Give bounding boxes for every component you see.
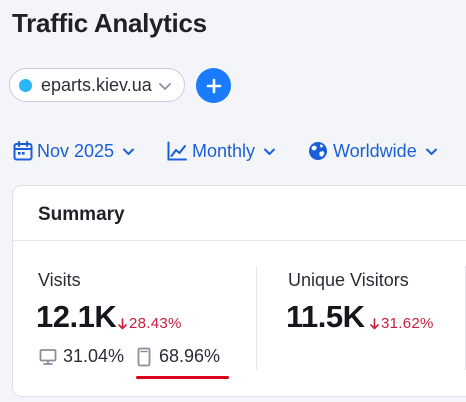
chevron-down-icon: [425, 148, 437, 155]
visits-mobile-share[interactable]: 68.96%: [137, 346, 220, 367]
arrow-down-icon: [370, 317, 379, 329]
unique-visitors-value: 11.5K: [286, 299, 365, 334]
visits-desktop-share[interactable]: 31.04%: [39, 346, 124, 367]
chevron-down-icon: [123, 148, 135, 155]
page-title: Traffic Analytics: [12, 8, 207, 38]
desktop-share-value: 31.04%: [63, 346, 125, 366]
calendar-icon: [13, 141, 33, 161]
chevron-down-icon: [264, 148, 276, 155]
region-filter-label: Worldwide: [333, 140, 417, 161]
globe-icon: [309, 142, 327, 160]
chevron-down-icon: [159, 83, 171, 90]
region-filter[interactable]: Worldwide: [307, 140, 438, 162]
summary-header: Summary: [13, 186, 466, 241]
mobile-icon: [137, 347, 151, 366]
metric-divider: [256, 266, 257, 370]
period-filter[interactable]: Monthly: [166, 140, 276, 162]
visits-label: Visits: [38, 270, 81, 290]
line-chart-icon: [167, 141, 187, 161]
filter-bar: Nov 2025 Monthly Worldwide: [0, 140, 466, 168]
date-filter-label: Nov 2025: [37, 140, 115, 161]
domain-select[interactable]: eparts.kiev.ua: [9, 68, 185, 102]
date-filter[interactable]: Nov 2025: [12, 140, 135, 162]
plus-icon: [206, 78, 221, 93]
desktop-icon: [39, 348, 57, 365]
unique-visitors-change-value: 31.62%: [381, 315, 434, 332]
summary-title: Summary: [38, 204, 125, 225]
mobile-share-value: 68.96%: [159, 346, 221, 366]
domain-status-dot: [19, 78, 32, 92]
unique-visitors-change: 31.62%: [370, 315, 434, 332]
visits-change: 28.43%: [118, 315, 182, 332]
mobile-share-highlight: [136, 376, 229, 379]
summary-card: Summary Visits 12.1K 28.43% 31.04% 68.96…: [12, 185, 466, 397]
visits-value: 12.1K: [36, 299, 117, 334]
add-domain-button[interactable]: [196, 68, 231, 103]
domain-value: eparts.kiev.ua: [41, 74, 152, 95]
visits-change-value: 28.43%: [129, 315, 182, 332]
period-filter-label: Monthly: [192, 140, 256, 161]
unique-visitors-label: Unique Visitors: [288, 270, 409, 290]
arrow-down-icon: [118, 317, 127, 329]
